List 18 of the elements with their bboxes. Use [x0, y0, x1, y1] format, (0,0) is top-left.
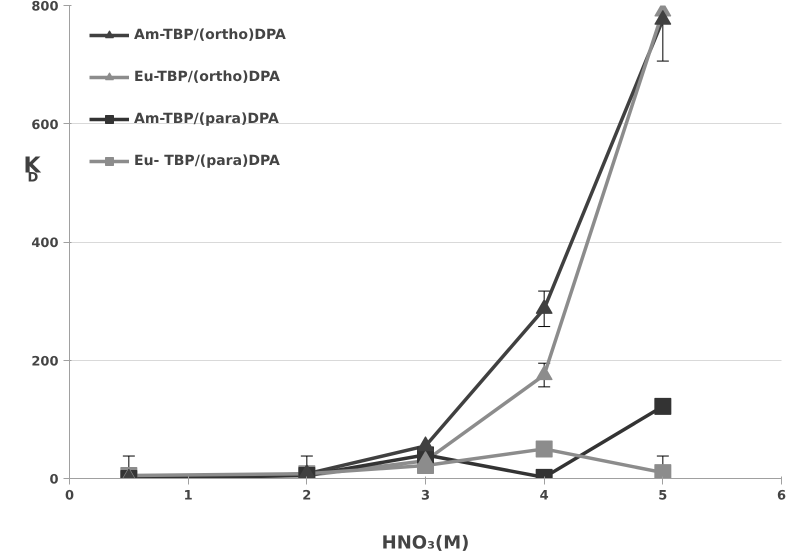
- y-axis-title: KD: [24, 154, 42, 186]
- x-tick-label: 5: [658, 488, 668, 504]
- x-tick-label: 1: [184, 488, 193, 504]
- y-tick-label: 0: [49, 472, 58, 488]
- x-tick-label: 0: [64, 488, 74, 504]
- legend-label: Eu-TBP/(ortho)DPA: [134, 69, 280, 85]
- legend-label: Am-TBP/(para)DPA: [134, 111, 279, 127]
- x-tick-label: 2: [302, 488, 312, 504]
- y-tick-label: 600: [31, 118, 59, 133]
- x-tick-label: 3: [420, 488, 430, 504]
- legend-label: Am-TBP/(ortho)DPA: [134, 27, 286, 43]
- y-tick-label: 400: [31, 236, 59, 251]
- legend-label: Eu- TBP/(para)DPA: [134, 153, 280, 169]
- y-tick-label: 200: [31, 354, 59, 370]
- x-tick-label: 4: [540, 488, 549, 504]
- y-tick-label: 800: [31, 0, 59, 14]
- x-axis-title: HNO₃(M): [382, 532, 470, 554]
- x-tick-label: 6: [776, 488, 786, 504]
